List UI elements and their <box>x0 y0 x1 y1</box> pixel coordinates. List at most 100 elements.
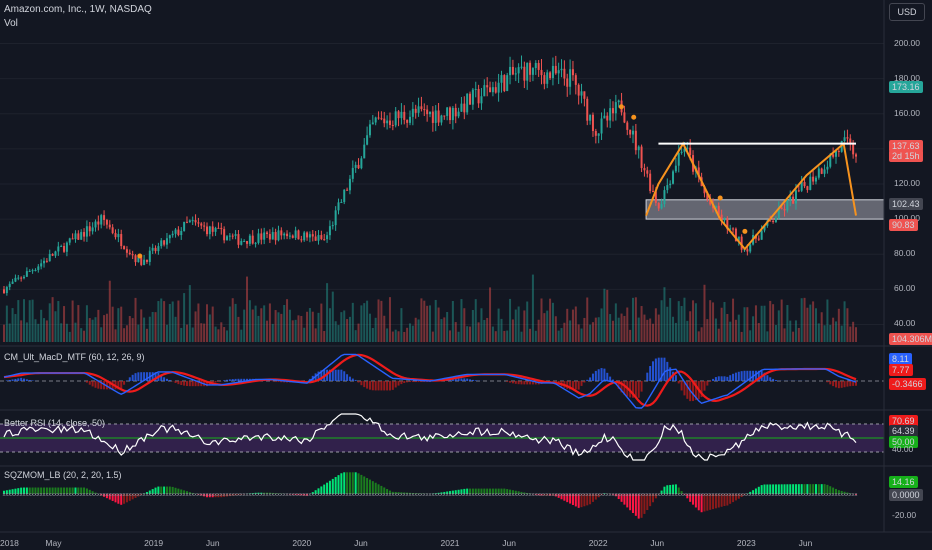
candle-body <box>157 246 160 252</box>
volume-bar <box>5 305 8 342</box>
currency-button[interactable]: USD <box>889 3 925 21</box>
volume-bar <box>474 299 477 342</box>
squeeze-marker: x <box>794 492 797 498</box>
candle-body <box>549 72 552 79</box>
candle-body <box>294 230 297 238</box>
candle-body <box>669 183 672 186</box>
candle-body <box>772 220 775 222</box>
sqzmom-bar <box>408 492 411 494</box>
squeeze-marker: x <box>677 492 680 498</box>
squeeze-marker: x <box>571 492 574 498</box>
candle-body <box>183 221 186 232</box>
squeeze-marker: x <box>743 492 746 498</box>
volume-bar <box>80 328 83 342</box>
macd-histogram-bar <box>737 371 740 381</box>
candle-body <box>8 283 11 288</box>
volume-bar <box>780 299 783 342</box>
squeeze-marker: x <box>65 492 68 498</box>
candle-body <box>251 235 254 244</box>
candle-body <box>797 190 800 192</box>
volume-bar <box>709 300 712 342</box>
squeeze-marker: x <box>780 492 783 498</box>
squeeze-marker: x <box>74 492 77 498</box>
squeeze-marker: x <box>408 492 411 498</box>
volume-bar <box>297 315 300 342</box>
volume-bar <box>549 298 552 342</box>
sqzmom-bar <box>700 494 703 513</box>
candle-body <box>25 271 28 277</box>
volume-bar <box>614 303 617 342</box>
volume-bar <box>792 331 795 342</box>
squeeze-marker: x <box>631 492 634 498</box>
candle-body <box>534 63 537 69</box>
sqzmom-bar <box>769 484 772 494</box>
squeeze-marker: x <box>497 492 500 498</box>
macd-histogram-bar <box>205 381 208 387</box>
squeeze-marker: x <box>23 492 26 498</box>
volume-bar <box>117 308 120 342</box>
candle-body <box>343 189 346 203</box>
volume-bar <box>280 313 283 342</box>
macd-histogram-bar <box>406 381 409 383</box>
volume-bar <box>237 316 240 342</box>
sqzmom-bar <box>803 484 806 494</box>
volume-bar <box>208 314 211 342</box>
squeeze-marker: x <box>211 492 214 498</box>
candle-body <box>260 233 263 240</box>
volume-bar <box>803 297 806 342</box>
squeeze-marker: x <box>28 492 31 498</box>
squeeze-marker: x <box>471 492 474 498</box>
sqz-value-2: 0.0000 <box>889 489 923 501</box>
candle-body <box>454 107 457 117</box>
candle-body <box>834 150 837 157</box>
candle-body <box>426 109 429 115</box>
sqzmom-bar <box>148 490 151 494</box>
sqzmom-bar <box>774 484 777 494</box>
volume-bar <box>408 323 411 342</box>
volume-bar <box>855 327 857 342</box>
candle-body <box>660 204 663 209</box>
volume-bar <box>537 319 540 342</box>
squeeze-marker: x <box>574 492 577 498</box>
squeeze-marker: x <box>357 492 360 498</box>
macd-histogram-bar <box>654 358 657 381</box>
volume-bar <box>783 328 786 342</box>
candle-body <box>246 240 249 244</box>
squeeze-marker: x <box>489 492 492 498</box>
volume-bar <box>486 317 489 342</box>
candle-body <box>257 233 260 243</box>
sqzmom-bar <box>680 491 683 494</box>
candle-body <box>91 227 94 232</box>
volume-bar <box>814 308 817 342</box>
squeeze-marker: x <box>143 492 146 498</box>
macd-histogram-bar <box>366 381 369 389</box>
squeeze-marker: x <box>692 492 695 498</box>
macd-histogram-bar <box>100 381 103 390</box>
macd-histogram-bar <box>246 378 249 381</box>
volume-bar <box>63 306 66 342</box>
volume-bar <box>300 315 303 342</box>
sqzmom-bar <box>394 491 397 494</box>
macd-histogram-bar <box>408 381 411 383</box>
squeeze-marker: x <box>454 492 457 498</box>
candle-body <box>300 239 303 241</box>
macd-histogram-bar <box>677 381 680 384</box>
sqzmom-bar <box>334 477 337 494</box>
macd-histogram-bar <box>734 372 737 381</box>
sqz-value-3: -20.00 <box>892 510 917 520</box>
squeeze-marker: x <box>652 492 655 498</box>
candle-body <box>706 193 709 200</box>
candle-body <box>774 218 777 222</box>
sqzmom-bar <box>743 494 746 496</box>
volume-bar <box>834 321 837 342</box>
candle-body <box>306 232 309 238</box>
sqzmom-bar <box>640 494 643 518</box>
sqzmom-bar <box>560 494 563 500</box>
macd-histogram-bar <box>674 375 677 381</box>
volume-bar <box>165 324 168 342</box>
volume-bar <box>60 323 63 342</box>
volume-label: Vol <box>4 18 18 29</box>
candle-body <box>311 234 314 237</box>
volume-bar <box>54 311 57 342</box>
